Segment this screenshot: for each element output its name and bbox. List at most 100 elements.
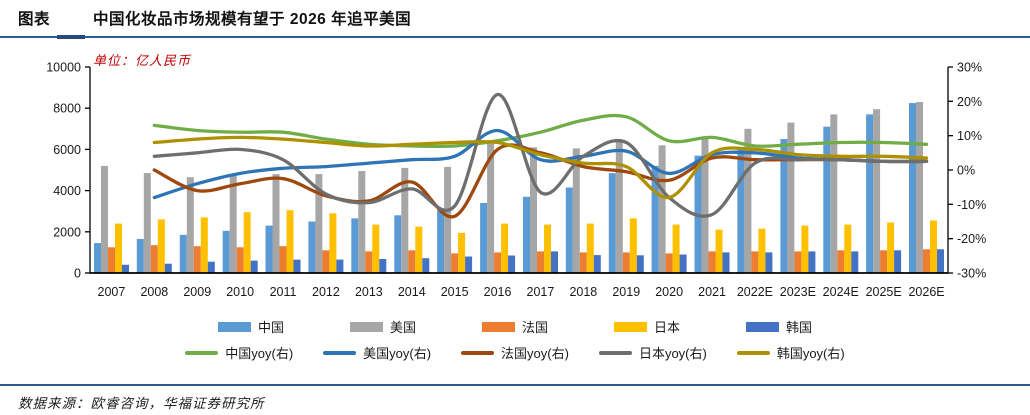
figure-header: 图表 中国化妆品市场规模有望于 2026 年追平美国 [18, 7, 411, 29]
bar-series-korea [122, 249, 944, 273]
x-axis-label: 2014 [398, 285, 426, 299]
bar [186, 177, 194, 273]
bar [851, 251, 859, 273]
bar [451, 253, 459, 273]
right-axis-tick: -20% [957, 232, 986, 246]
legend-swatch-korea [746, 321, 780, 332]
bar [930, 220, 937, 273]
legend-label: 中国yoy(右) [225, 346, 294, 361]
right-axis-tick: 20% [957, 95, 982, 109]
x-axis-label: 2025E [866, 285, 902, 299]
bar [487, 143, 495, 273]
bar-series-japan [115, 210, 937, 273]
bar [544, 224, 551, 273]
bar [229, 174, 237, 273]
header-divider [0, 35, 1030, 39]
x-axis-label: 2012 [312, 285, 340, 299]
bar [744, 128, 752, 273]
legend-item-france: 法国 [481, 317, 548, 336]
header-divider-accent [57, 35, 85, 39]
bar [579, 252, 587, 273]
bar [866, 114, 874, 274]
bar [780, 139, 788, 273]
legend-label: 中国 [257, 320, 284, 335]
bar [830, 114, 838, 274]
bar-series-china [94, 103, 916, 274]
left-axis-tick: 6000 [53, 143, 81, 157]
x-axis-label: 2018 [569, 285, 597, 299]
bar [593, 255, 601, 273]
right-axis-tick: -30% [957, 267, 986, 281]
legend-label: 日本yoy(右) [638, 346, 707, 361]
bar [480, 203, 488, 273]
bar [415, 226, 423, 273]
line-series-us-yoy [152, 128, 929, 200]
x-axis-label: 2009 [183, 285, 211, 299]
bar [615, 140, 623, 273]
bar [530, 147, 537, 273]
x-axis-label: 2024E [823, 285, 859, 299]
bar [794, 251, 802, 273]
line-series-korea-yoy [152, 135, 929, 200]
left-axis-tick: 4000 [53, 184, 81, 198]
bar [164, 263, 172, 273]
legend-label: 美国 [389, 320, 416, 335]
x-axis-label: 2016 [484, 285, 512, 299]
bar [880, 250, 888, 273]
bar [751, 251, 759, 273]
line-series-china-yoy [152, 113, 929, 149]
bar [401, 167, 409, 273]
x-axis-label: 2017 [527, 285, 555, 299]
bar [279, 246, 287, 273]
legend-item-china: 中国 [217, 317, 284, 336]
bar [372, 224, 380, 273]
x-axis-label: 2015 [441, 285, 469, 299]
bar [722, 252, 730, 273]
bar [122, 264, 129, 273]
bar [758, 228, 766, 273]
unit-label: 单位：亿人民币 [93, 53, 192, 68]
bar [909, 103, 916, 273]
bar [444, 166, 452, 273]
bar-series-france [108, 245, 930, 274]
legend-label: 日本 [654, 320, 681, 335]
x-axis-label: 2021 [698, 285, 726, 299]
bar [293, 259, 301, 273]
bar [286, 210, 294, 273]
legend-swatch-japan [614, 321, 647, 332]
legend-swatch-china-yoy [185, 350, 219, 355]
bar [916, 102, 923, 273]
line-series-japan-yoy [152, 92, 929, 218]
bar [329, 213, 337, 273]
bar [394, 215, 402, 273]
bar [101, 165, 108, 273]
bar [844, 224, 852, 273]
legend-swatch-france [481, 321, 515, 332]
bar [465, 256, 473, 273]
bar [523, 196, 530, 273]
bar [923, 249, 930, 273]
bar [179, 234, 187, 273]
legend-swatch-japan-yoy [598, 350, 632, 355]
bar [236, 247, 244, 274]
legend-item-japan-yoy: 日本yoy(右) [598, 343, 707, 362]
legend-item-japan: 日本 [614, 317, 680, 336]
x-axis-label: 2026E [908, 285, 944, 299]
bar [823, 126, 831, 273]
bar [200, 217, 208, 273]
bar [358, 171, 366, 273]
bar [207, 261, 215, 273]
x-axis-label: 2007 [98, 285, 126, 299]
bar [937, 249, 944, 273]
x-axis-label: 2008 [140, 285, 168, 299]
bar [365, 251, 373, 273]
legend-item-france-yoy: 法国yoy(右) [461, 343, 569, 362]
legend-swatch-china [217, 321, 251, 332]
bar [887, 222, 895, 273]
bar [437, 210, 445, 273]
bar [672, 224, 680, 273]
right-axis-tick: 30% [957, 61, 982, 75]
bar [586, 223, 594, 273]
bar [150, 245, 158, 273]
